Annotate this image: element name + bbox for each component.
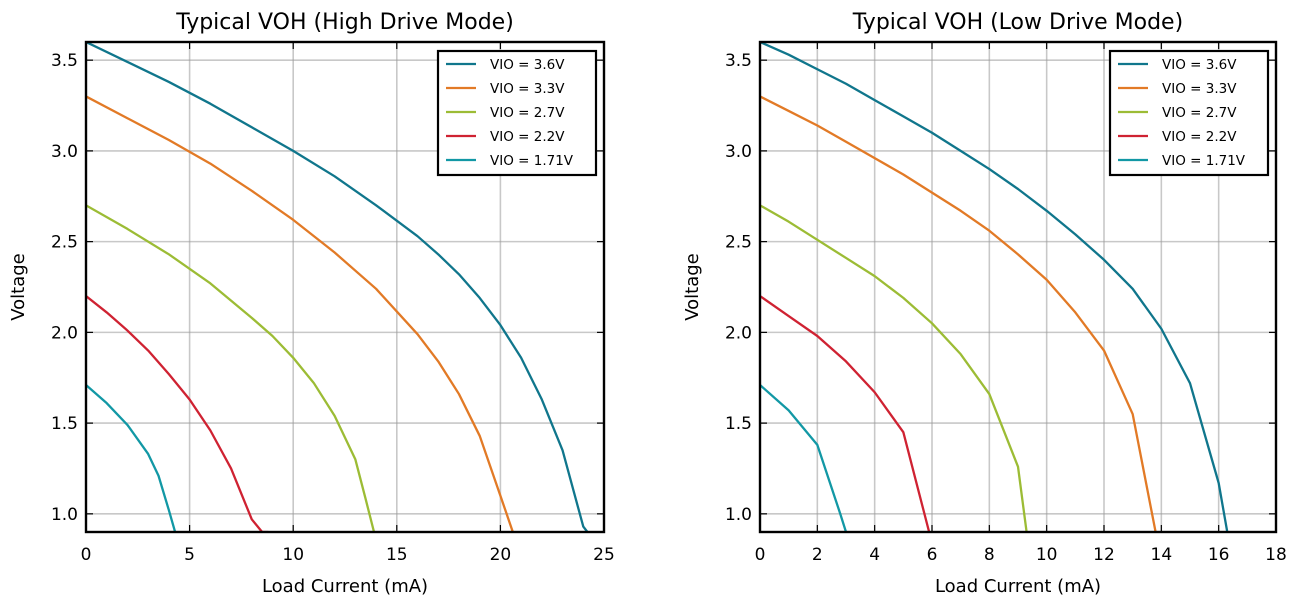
x-tick-label: 15: [386, 545, 408, 565]
chart-title: Typical VOH (Low Drive Mode): [852, 10, 1183, 35]
x-tick-label: 20: [490, 545, 512, 565]
plot-frame: [84, 40, 606, 534]
legend: VIO = 3.6V VIO = 3.3V VIO = 2.7V VIO = 2.2V…: [1108, 49, 1270, 177]
legend-label: VIO = 2.7V: [1162, 105, 1237, 121]
series-line-1: [86, 95, 514, 532]
plot-frame: [758, 40, 1278, 534]
x-tick-label: 10: [282, 545, 304, 565]
legend-label: VIO = 2.7V: [490, 105, 565, 121]
x-tick-label: 5: [184, 545, 195, 565]
y-tick-label: 3.0: [725, 142, 752, 162]
legend-label: VIO = 1.71V: [490, 153, 574, 169]
legend-label: VIO = 2.2V: [490, 129, 565, 145]
legend-label: VIO = 3.6V: [1162, 57, 1237, 73]
series-line-4: [760, 384, 848, 532]
x-tick-label: 6: [927, 545, 938, 565]
legend-label: VIO = 3.3V: [1162, 81, 1237, 97]
x-tick-label: 0: [81, 545, 92, 565]
y-tick-label: 1.0: [725, 505, 752, 525]
x-tick-label: 12: [1093, 545, 1115, 565]
x-axis-label: Load Current (mA): [262, 576, 428, 597]
chart-panel-0: 0 5 10 15 20 25 1.0 1.5 2.0 2.5 3.0 3.5 Typical VOH …: [8, 10, 615, 597]
x-tick-label: 18: [1265, 545, 1287, 565]
series-line-0: [86, 42, 589, 532]
legend-label: VIO = 3.3V: [490, 81, 565, 97]
legend-label: VIO = 1.71V: [1162, 153, 1246, 169]
x-tick-label: 25: [593, 545, 615, 565]
x-tick-label: 2: [812, 545, 823, 565]
y-tick-label: 3.5: [51, 51, 78, 71]
chart-title: Typical VOH (High Drive Mode): [175, 10, 514, 35]
y-tick-label: 2.5: [51, 233, 78, 253]
series-line-2: [760, 204, 1028, 532]
y-axis-label: Voltage: [682, 253, 703, 321]
x-tick-label: 4: [869, 545, 880, 565]
x-tick-label: 14: [1151, 545, 1173, 565]
x-tick-label: 16: [1208, 545, 1230, 565]
chart-panel-1: 0 2 4 6 8 10 12 14 16 18 1.0 1.5 2.0 2.5 3.0 3.5 Typical…: [682, 10, 1287, 597]
series-line-3: [760, 295, 931, 532]
x-tick-label: 8: [984, 545, 995, 565]
series-line-3: [86, 295, 269, 532]
series-line-2: [86, 204, 376, 532]
y-tick-label: 2.5: [725, 233, 752, 253]
y-tick-label: 1.5: [725, 414, 752, 434]
y-axis-label: Voltage: [8, 253, 29, 321]
y-tick-label: 3.5: [725, 51, 752, 71]
series-line-4: [86, 384, 177, 532]
series-line-1: [760, 95, 1157, 532]
series-line-0: [760, 42, 1229, 532]
y-tick-label: 1.5: [51, 414, 78, 434]
y-tick-label: 3.0: [51, 142, 78, 162]
x-axis-label: Load Current (mA): [935, 576, 1101, 597]
y-tick-label: 1.0: [51, 505, 78, 525]
legend: VIO = 3.6V VIO = 3.3V VIO = 2.7V VIO = 2.2V…: [436, 49, 598, 177]
x-tick-label: 0: [755, 545, 766, 565]
x-tick-label: 10: [1036, 545, 1058, 565]
y-tick-label: 2.0: [51, 323, 78, 343]
legend-label: VIO = 3.6V: [490, 57, 565, 73]
y-tick-label: 2.0: [725, 323, 752, 343]
legend-label: VIO = 2.2V: [1162, 129, 1237, 145]
